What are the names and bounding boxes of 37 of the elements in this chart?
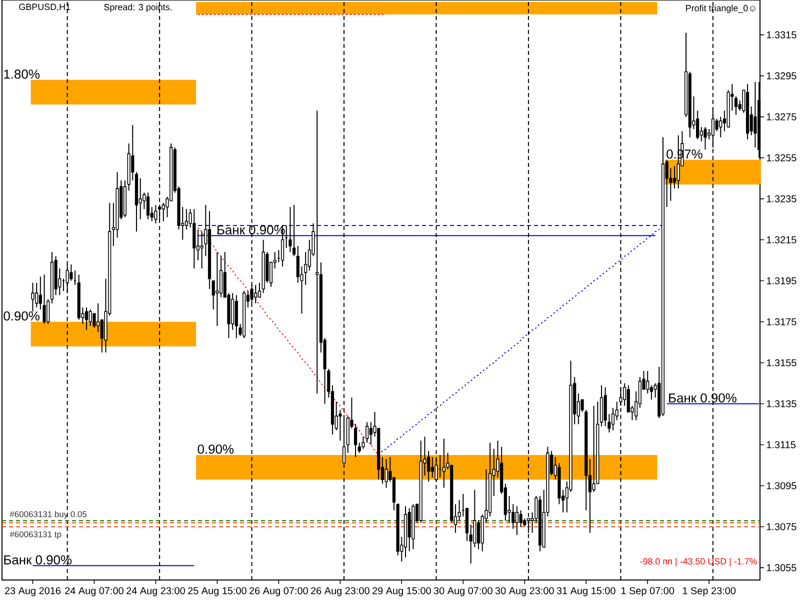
annotation: -98.0 пп | -43.50 USD | -1.7% (640, 558, 757, 566)
chart-title: GBPUSD,H1 (19, 4, 70, 12)
x-tick-label: 24 Aug 23:00 (126, 587, 185, 596)
x-tick-label: 26 Aug 07:00 (250, 587, 308, 596)
x-tick-label: 24 Aug 07:00 (65, 587, 124, 596)
y-tick-label: 1.3175 (766, 318, 796, 326)
band-label: 1.80% (4, 70, 40, 79)
annotation: Profit triangle_0☺ (686, 4, 756, 14)
x-tick-label: 30 Aug 07:00 (434, 587, 492, 596)
y-tick-label: 1.3155 (766, 359, 796, 366)
x-tick-label: 23 Aug 2016 (4, 587, 61, 596)
y-tick-label: 1.3115 (766, 441, 796, 448)
annotation: Spread: 3 points. (104, 4, 172, 12)
y-tick-label: 1.3195 (766, 277, 796, 284)
y-tick-label: 1.3315 (766, 31, 796, 38)
x-tick-label: 25 Aug 15:00 (188, 587, 246, 596)
band-label: 0.90% (198, 444, 234, 454)
y-tick-label: 1.3275 (766, 113, 796, 120)
x-tick-label: 31 Aug 15:00 (556, 587, 616, 596)
x-tick-label: 30 Aug 23:00 (495, 587, 554, 596)
x-tick-label: 1 Sep 23:00 (682, 587, 736, 596)
x-tick-label: 1 Sep 07:00 (622, 587, 674, 596)
x-tick-label: 29 Aug 15:00 (372, 587, 431, 596)
y-tick-label: 1.3075 (766, 523, 796, 530)
ref-line-label: #60063131 tp (10, 531, 62, 539)
series-label: Банк 0.90% (669, 393, 736, 403)
y-tick-label: 1.3295 (766, 72, 796, 80)
y-tick-label: 1.3255 (766, 154, 796, 162)
ref-line-label: #60063131 buy 0.05 (10, 510, 87, 519)
y-tick-label: 1.3055 (766, 564, 796, 572)
x-tick-label: 26 Aug 23:00 (311, 587, 370, 596)
y-tick-label: 1.3235 (766, 195, 796, 202)
y-tick-label: 1.3135 (766, 400, 796, 408)
series-label: Банк 0.90% (4, 555, 72, 564)
y-tick-label: 1.3095 (766, 482, 796, 490)
y-tick-label: 1.3215 (766, 236, 796, 244)
band-label: 0.90% (4, 311, 40, 321)
